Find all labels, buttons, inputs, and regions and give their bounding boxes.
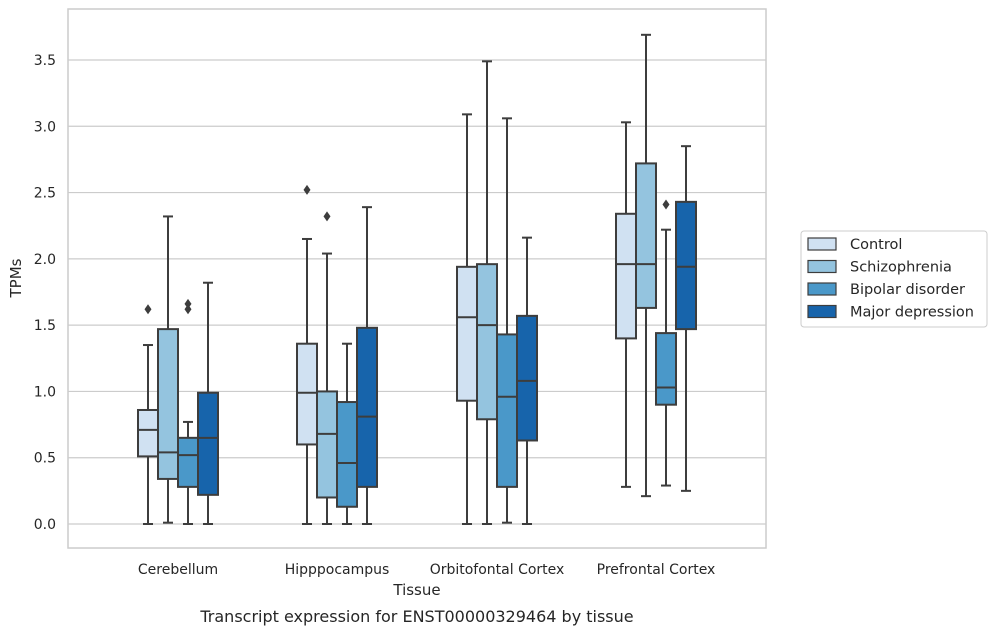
box-1-3	[635, 33, 657, 498]
box-iqr	[635, 162, 657, 309]
box-2-2	[496, 117, 518, 524]
x-axis-title: Tissue	[392, 581, 440, 599]
box-iqr	[675, 200, 697, 331]
y-tick-label: 0.0	[34, 517, 56, 533]
legend-swatch	[807, 259, 837, 274]
outlier-point	[323, 211, 331, 222]
box-iqr	[456, 265, 478, 402]
y-tick-label: 3.5	[34, 53, 56, 69]
x-tick-label: Hipppocampus	[285, 562, 390, 578]
legend: Control Schizophrenia Bipolar disorder Majo…	[800, 230, 988, 328]
outlier-point	[144, 304, 152, 315]
box-1-2	[476, 60, 498, 525]
y-tick-label: 2.0	[34, 252, 56, 268]
box-iqr	[476, 263, 498, 421]
box-iqr	[296, 342, 318, 446]
y-axis-ticks: 0.0 0.5 1.0 1.5 2.0 2.5 3.0 3.5	[34, 53, 56, 533]
legend-swatch	[807, 237, 837, 251]
box-iqr	[496, 333, 518, 488]
box-iqr	[516, 314, 538, 442]
box-iqr	[137, 408, 159, 458]
box-iqr	[197, 391, 219, 496]
box-iqr	[157, 328, 179, 480]
outlier-point	[303, 184, 311, 195]
plot-area-frame	[67, 8, 767, 549]
x-tick-label: Prefrontal Cortex	[597, 562, 716, 578]
outlier-point	[184, 304, 192, 315]
y-tick-label: 3.0	[34, 119, 56, 135]
y-tick-label: 1.0	[34, 384, 56, 400]
box-series	[137, 33, 697, 525]
box-0-0	[137, 304, 159, 525]
box-iqr	[615, 212, 637, 340]
legend-label: Bipolar disorder	[850, 282, 965, 298]
box-3-0	[197, 281, 219, 525]
box-iqr	[356, 326, 378, 488]
box-0-2	[456, 113, 478, 525]
outlier-point	[184, 298, 192, 309]
box-0-3	[615, 121, 637, 488]
chart-caption: Transcript expression for ENST0000032946…	[199, 607, 633, 626]
legend-frame	[800, 230, 988, 328]
box-2-0	[177, 298, 199, 525]
box-1-1	[316, 211, 338, 525]
box-iqr	[177, 436, 199, 488]
legend-swatch	[807, 282, 837, 296]
box-3-2	[516, 236, 538, 525]
x-axis-ticks: Cerebellum Hipppocampus Orbitofontal Corte…	[138, 562, 715, 578]
box-0-1	[296, 184, 318, 525]
box-iqr	[316, 390, 338, 499]
x-tick-label: Orbitofontal Cortex	[430, 562, 565, 578]
outlier-point	[662, 199, 670, 210]
legend-swatch	[807, 304, 837, 319]
box-2-3	[655, 199, 677, 487]
y-tick-label: 1.5	[34, 318, 56, 334]
box-3-3	[675, 145, 697, 492]
box-3-1	[356, 206, 378, 525]
legend-label: Major depression	[850, 305, 974, 321]
y-tick-label: 0.5	[34, 451, 56, 467]
box-1-0	[157, 215, 179, 524]
legend-label: Schizophrenia	[850, 260, 952, 276]
legend-label: Control	[850, 237, 902, 253]
box-iqr	[655, 332, 677, 406]
y-axis-title: TPMs	[7, 258, 25, 298]
box-2-1	[336, 342, 358, 525]
y-tick-label: 2.5	[34, 186, 56, 202]
x-tick-label: Cerebellum	[138, 562, 218, 578]
box-iqr	[336, 401, 358, 508]
